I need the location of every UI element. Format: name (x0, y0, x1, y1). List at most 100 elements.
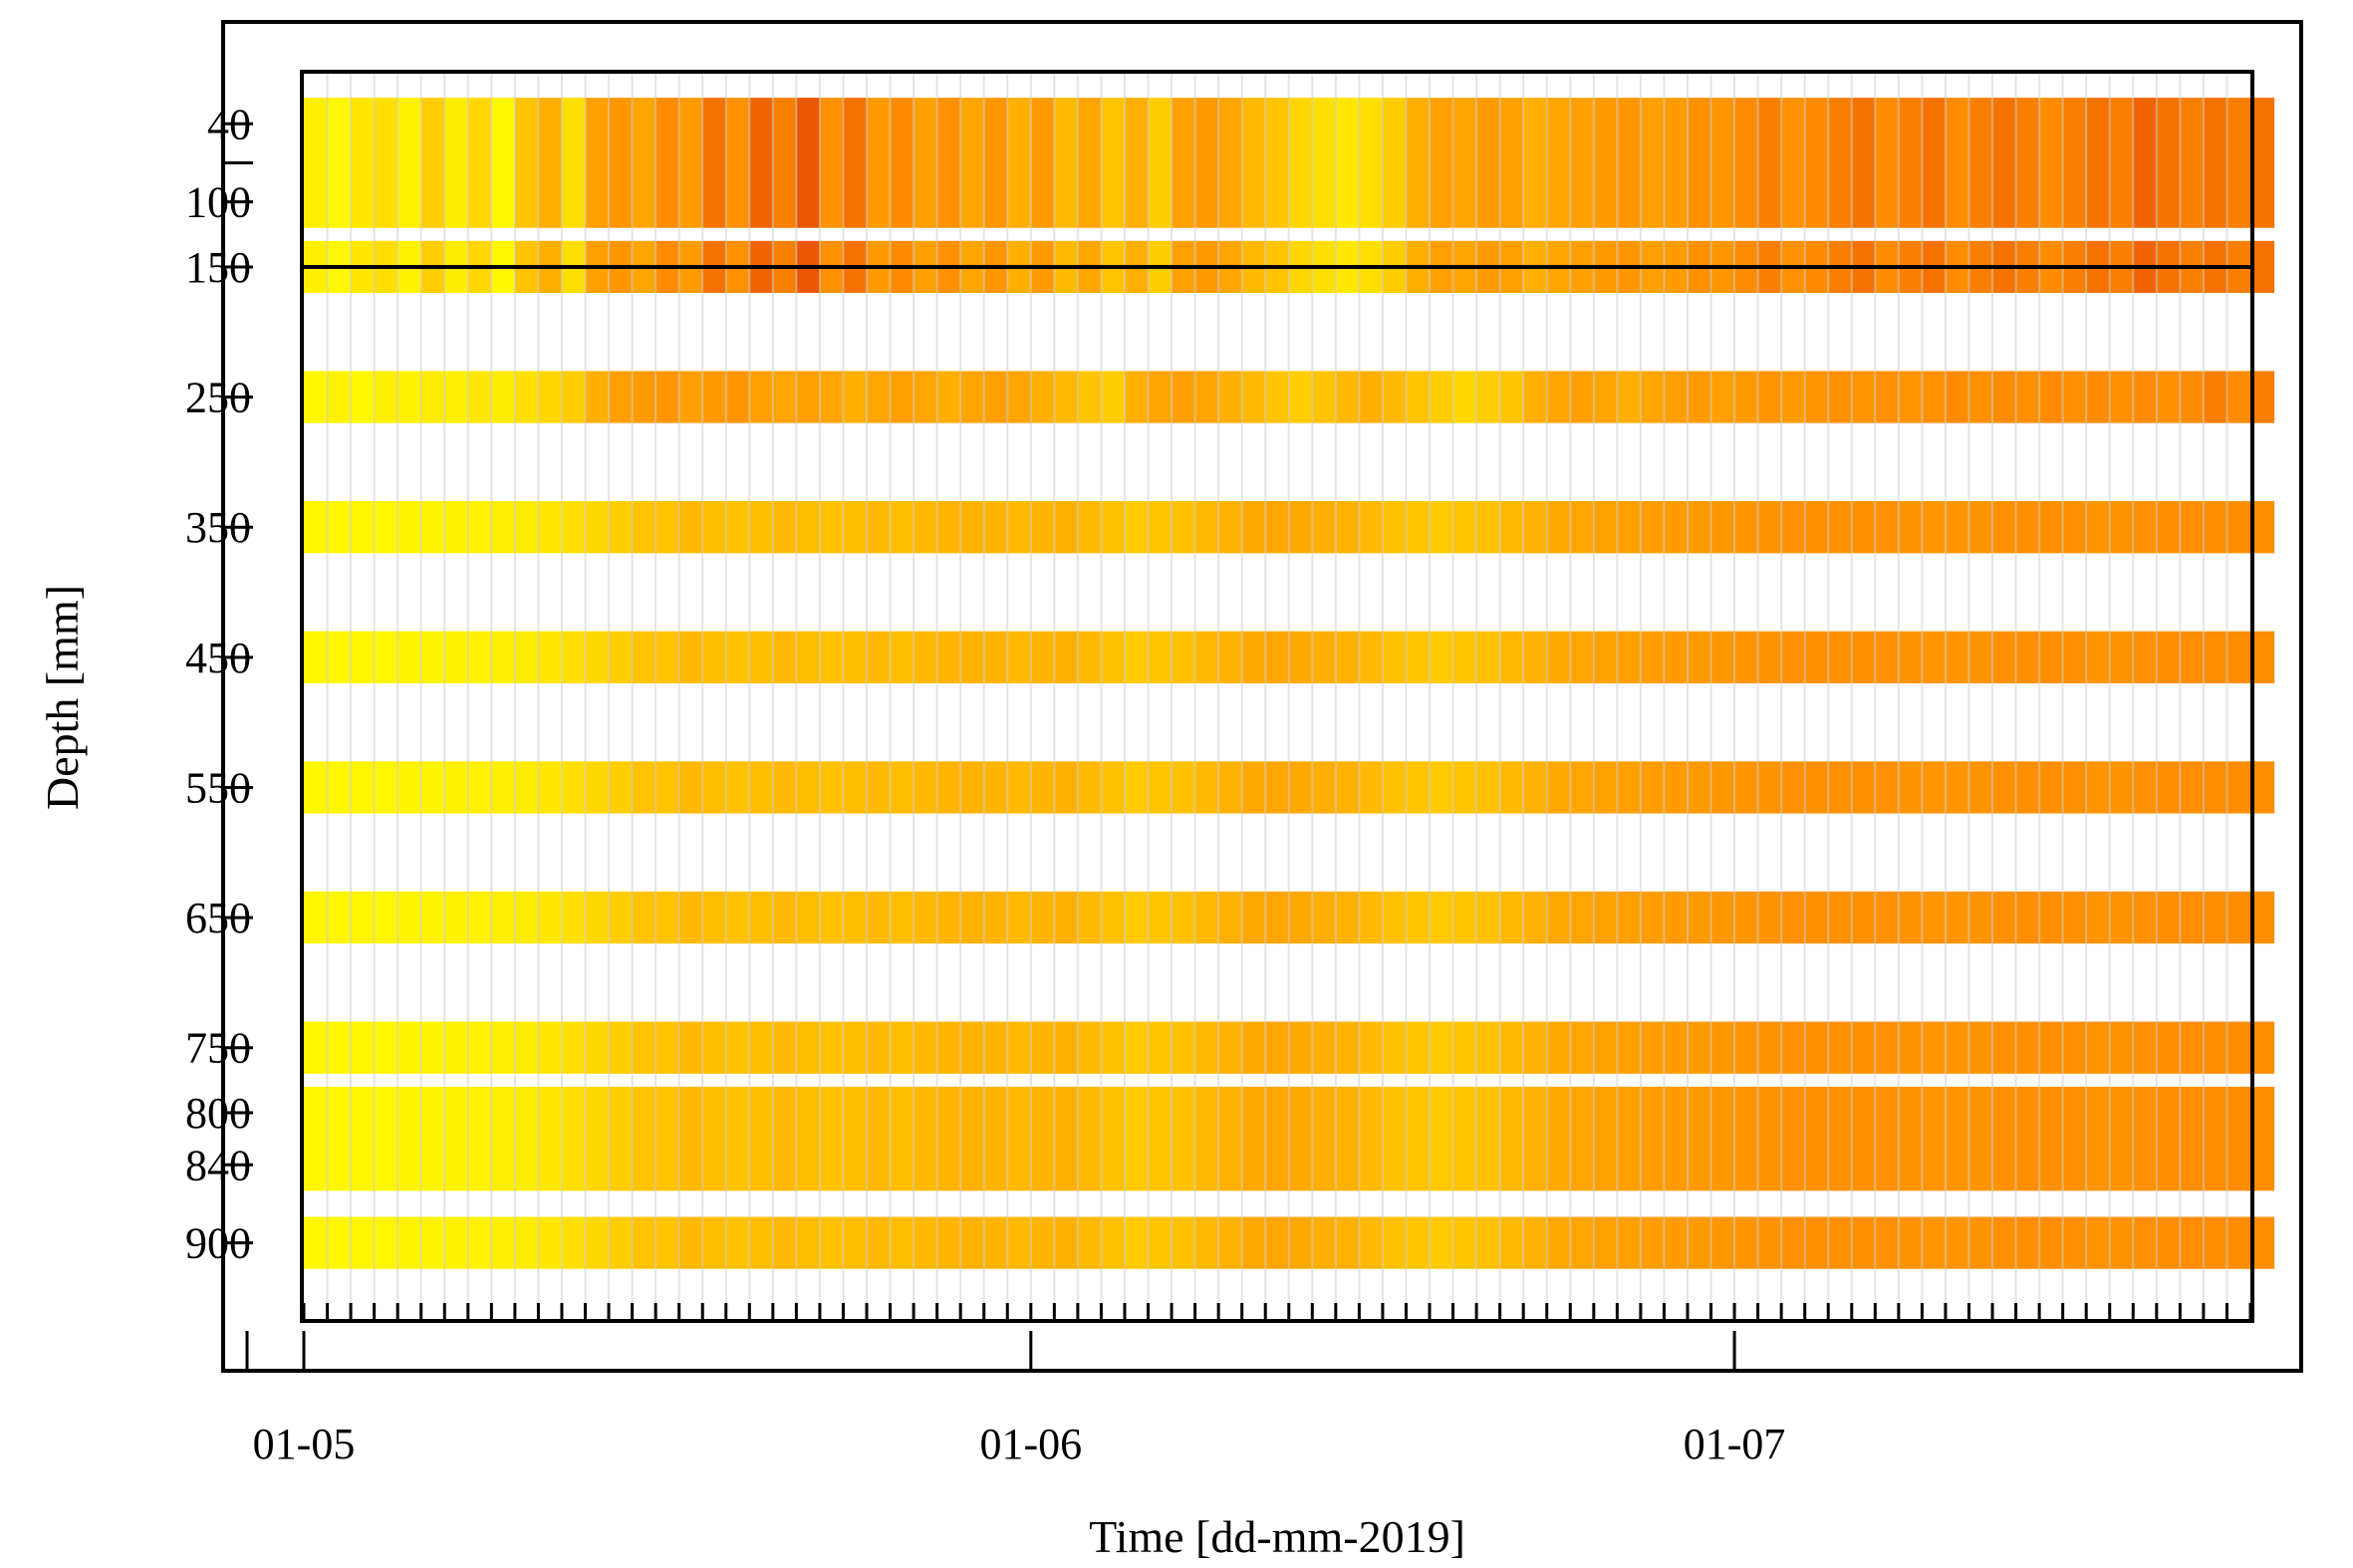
heatmap-cell-l9-d34 (1101, 1216, 1126, 1269)
heatmap-cell-l9-d42 (1288, 1216, 1313, 1269)
heatmap-cell-l6-d81 (2203, 891, 2228, 944)
heatmap-cell-l7-d48 (1430, 1021, 1454, 1074)
heatmap-cell-l2-d2 (351, 371, 376, 423)
heatmap-cell-l5-d31 (1030, 761, 1055, 814)
heatmap-cell-l3-d25 (890, 501, 915, 554)
heatmap-cell-l5-d2 (351, 761, 376, 814)
heatmap-cell-l0-d35 (1124, 98, 1150, 228)
heatmap-cell-l5-d5 (420, 761, 445, 814)
heatmap-cell-l7-d67 (1875, 1021, 1900, 1074)
heatmap-cell-l6-d53 (1546, 891, 1571, 944)
heatmap-cell-l2-d10 (538, 371, 563, 423)
heatmap-cell-l6-d52 (1523, 891, 1548, 944)
heatmap-cell-l3-d21 (796, 501, 821, 554)
heatmap-cell-l7-d41 (1265, 1021, 1290, 1074)
heatmap-cell-l2-d76 (2086, 371, 2111, 423)
heatmap-cell-l6-d24 (867, 891, 892, 944)
heatmap-cell-l8-d44 (1335, 1086, 1360, 1191)
heatmap-cell-l0-d8 (491, 98, 516, 228)
heatmap-cell-l2-d73 (2015, 371, 2040, 423)
heatmap-cell-l4-d24 (867, 631, 892, 683)
heatmap-cell-l4-d40 (1241, 631, 1266, 683)
heatmap-cell-l6-d8 (491, 891, 516, 944)
heatmap-cell-l8-d15 (655, 1086, 680, 1191)
heatmap-cell-l2-d77 (2109, 371, 2134, 423)
heatmap-cell-l6-d79 (2156, 891, 2181, 944)
heatmap-cell-l7-d45 (1359, 1021, 1384, 1074)
heatmap-cell-l6-d12 (585, 891, 610, 944)
heatmap-cell-l2-d6 (444, 371, 469, 423)
heatmap-cell-l9-d56 (1617, 1216, 1642, 1269)
heatmap-cell-l3-d20 (772, 501, 797, 554)
heatmap-cell-l6-d42 (1288, 891, 1313, 944)
heatmap-cell-l7-d56 (1617, 1021, 1642, 1074)
y-tick-label: 650 (185, 894, 251, 942)
heatmap-cell-l7-d27 (936, 1021, 961, 1074)
heatmap-cell-l4-d49 (1452, 631, 1477, 683)
heatmap-cell-l6-d65 (1828, 891, 1853, 944)
heatmap-cell-l7-d42 (1288, 1021, 1313, 1074)
heatmap-cell-l8-d48 (1430, 1086, 1454, 1191)
heatmap-cell-l8-d38 (1194, 1086, 1219, 1191)
heatmap-cell-l6-d31 (1030, 891, 1055, 944)
heatmap-cell-l2-d35 (1124, 371, 1150, 423)
heatmap-cell-l7-d47 (1406, 1021, 1431, 1074)
heatmap-cell-l9-d83 (2250, 1216, 2275, 1269)
heatmap-cell-l9-d77 (2109, 1216, 2134, 1269)
heatmap-cell-l9-d52 (1523, 1216, 1548, 1269)
heatmap-cell-l9-d46 (1382, 1216, 1408, 1269)
heatmap-cell-l7-d39 (1218, 1021, 1243, 1074)
heatmap-cell-l3-d4 (397, 501, 422, 554)
heatmap-cell-l7-d74 (2039, 1021, 2064, 1074)
heatmap-cell-l4-d45 (1359, 631, 1384, 683)
heatmap-cell-l9-d70 (1945, 1216, 1970, 1269)
heatmap-cell-l4-d6 (444, 631, 469, 683)
heatmap-cell-l2-d9 (514, 371, 540, 423)
heatmap-cell-l5-d46 (1382, 761, 1408, 814)
heatmap-cell-l7-d31 (1030, 1021, 1055, 1074)
heatmap-cell-l3-d13 (609, 501, 634, 554)
heatmap-cell-l3-d41 (1265, 501, 1290, 554)
heatmap-cell-l0-d64 (1804, 98, 1829, 228)
heatmap-cell-l4-d81 (2203, 631, 2228, 683)
heatmap-cell-l0-d9 (514, 98, 540, 228)
heatmap-cell-l9-d76 (2086, 1216, 2111, 1269)
heatmap-cell-l7-d70 (1945, 1021, 1970, 1074)
heatmap-cell-l6-d66 (1851, 891, 1876, 944)
heatmap-cell-l3-d46 (1382, 501, 1408, 554)
heatmap-cell-l3-d14 (632, 501, 656, 554)
heatmap-cell-l0-d24 (867, 98, 892, 228)
heatmap-cell-l0-d33 (1077, 98, 1103, 228)
heatmap-cell-l3-d68 (1898, 501, 1924, 554)
heatmap-cell-l7-d57 (1640, 1021, 1666, 1074)
heatmap-cell-l9-d55 (1593, 1216, 1618, 1269)
heatmap-cell-l5-d79 (2156, 761, 2181, 814)
heatmap-cell-l5-d55 (1593, 761, 1618, 814)
heatmap-cell-l5-d1 (327, 761, 352, 814)
heatmap-cell-l3-d63 (1781, 501, 1806, 554)
heatmap-cell-l3-d78 (2133, 501, 2158, 554)
heatmap-cell-l3-d53 (1546, 501, 1571, 554)
heatmap-cell-l2-d19 (749, 371, 774, 423)
heatmap-cell-l4-d51 (1499, 631, 1524, 683)
heatmap-cell-l6-d76 (2086, 891, 2111, 944)
heatmap-cell-l7-d68 (1898, 1021, 1924, 1074)
heatmap-cell-l0-d52 (1523, 98, 1548, 228)
heatmap-cell-l8-d1 (327, 1086, 352, 1191)
heatmap-cell-l2-d69 (1922, 371, 1947, 423)
heatmap-cell-l0-d62 (1757, 98, 1782, 228)
heatmap-cell-l6-d16 (678, 891, 703, 944)
heatmap-cell-l6-d5 (420, 891, 445, 944)
heatmap-cell-l6-d62 (1757, 891, 1782, 944)
heatmap-cell-l3-d43 (1312, 501, 1337, 554)
heatmap-cell-l5-d71 (1968, 761, 1993, 814)
heatmap-cell-l5-d67 (1875, 761, 1900, 814)
heatmap-cell-l9-d40 (1241, 1216, 1266, 1269)
heatmap-cell-l0-d34 (1101, 98, 1126, 228)
heatmap-cell-l8-d0 (304, 1086, 329, 1191)
heatmap-cell-l4-d17 (702, 631, 727, 683)
heatmap-cell-l7-d19 (749, 1021, 774, 1074)
heatmap-cell-l8-d3 (374, 1086, 398, 1191)
heatmap-cell-l0-d83 (2250, 98, 2275, 228)
heatmap-cell-l3-d1 (327, 501, 352, 554)
